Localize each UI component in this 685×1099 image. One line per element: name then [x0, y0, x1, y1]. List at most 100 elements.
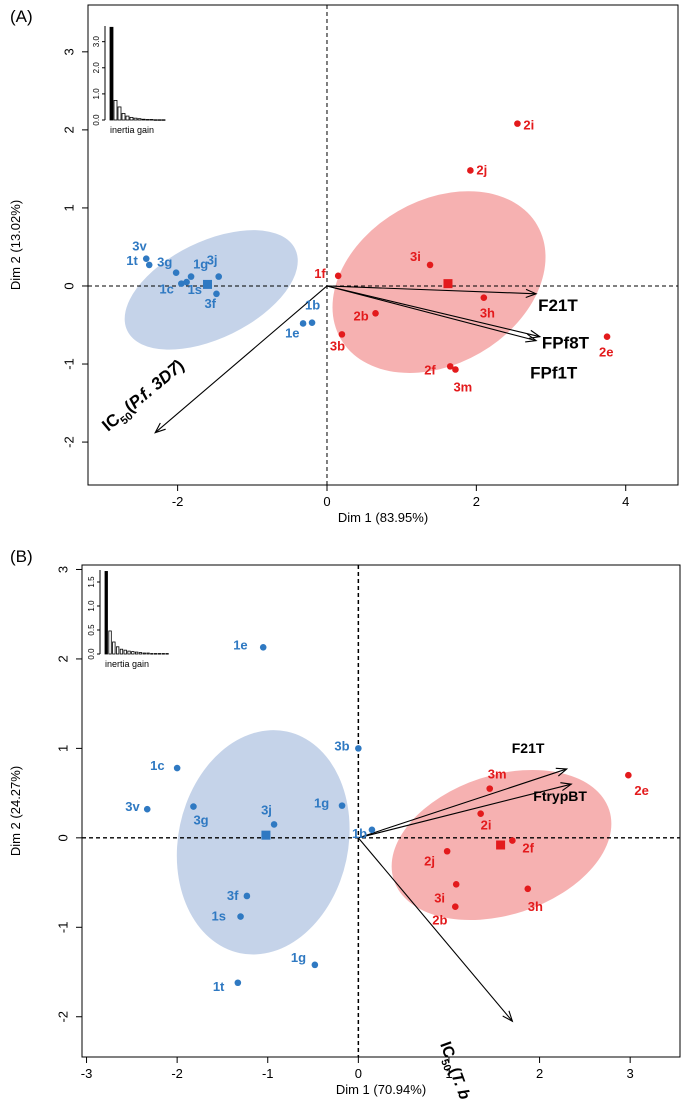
point-label: 3g: [193, 813, 208, 828]
point-label: 3m: [488, 767, 507, 782]
data-point: [146, 262, 153, 269]
inset-bar: [147, 653, 150, 654]
point-label: 2f: [424, 362, 436, 377]
y-tick-label: 3: [61, 48, 76, 55]
inset-bar: [135, 652, 138, 654]
inset-bar: [120, 649, 123, 654]
point-label: 2e: [634, 783, 648, 798]
data-point: [369, 826, 376, 833]
ic50-organism: T. b.b.: [447, 1070, 479, 1099]
point-label: 1b: [305, 298, 320, 313]
data-point: [260, 644, 267, 651]
point-label: 3f: [227, 888, 239, 903]
y-tick-label: -2: [55, 1011, 70, 1023]
panel-label: (A): [10, 7, 33, 26]
y-tick-label: 0: [55, 834, 70, 841]
vector-label: F21T: [512, 740, 545, 756]
point-label: 3g: [157, 255, 172, 270]
vector-label: F21T: [538, 296, 578, 315]
inertia-gain-inset: 0.00.51.01.5inertia gain: [87, 570, 168, 669]
x-tick-label: -1: [262, 1066, 274, 1081]
point-label: 1t: [213, 979, 225, 994]
point-label: 3v: [125, 799, 140, 814]
inertia-gain-inset: 0.0 1.0 2.0 3.0 inertia gain: [92, 26, 165, 135]
x-tick-label: -3: [81, 1066, 93, 1081]
data-point: [452, 903, 459, 910]
inset-bar: [158, 654, 161, 655]
point-label: 3h: [480, 306, 495, 321]
inset-bar: [150, 119, 153, 120]
group-centroid: [203, 280, 212, 289]
point-label: 2f: [522, 841, 534, 856]
inset-tick-label: 3.0: [92, 36, 101, 48]
point-label: 3i: [434, 890, 445, 905]
point-label: 1g: [291, 950, 306, 965]
inset-tick-label: 0.0: [87, 648, 96, 660]
point-label: 3v: [132, 239, 147, 254]
x-tick-label: 3: [627, 1066, 634, 1081]
x-tick-label: 2: [473, 494, 480, 509]
panel-label: (B): [10, 547, 33, 566]
inset-bar: [162, 120, 165, 121]
point-label: 1b: [352, 826, 367, 841]
inset-bar: [143, 653, 146, 654]
data-point: [271, 821, 278, 828]
y-tick-label: -1: [61, 358, 76, 370]
data-point: [467, 167, 474, 174]
point-label: 1c: [150, 758, 164, 773]
y-tick-label: 0: [61, 282, 76, 289]
data-point: [339, 331, 346, 338]
data-point: [444, 848, 451, 855]
y-axis-label: Dim 2 (24.27%): [8, 766, 23, 856]
data-point: [452, 366, 459, 373]
data-point: [312, 962, 319, 969]
y-tick-label: 1: [55, 745, 70, 752]
point-label: 1e: [233, 637, 247, 652]
inset-bar: [134, 118, 137, 120]
data-point: [144, 806, 151, 813]
data-point: [355, 745, 362, 752]
inset-bar: [124, 650, 127, 654]
point-label: 3j: [207, 253, 218, 268]
inset-bar: [138, 119, 141, 120]
inset-bar: [122, 113, 125, 120]
y-tick-label: -2: [61, 436, 76, 448]
inset-tick-label: 1.5: [87, 576, 96, 588]
inset-bar: [116, 647, 119, 654]
point-label: 2e: [599, 345, 613, 360]
inset-bar: [146, 119, 149, 120]
point-label: 3f: [204, 296, 216, 311]
y-tick-label: 2: [61, 126, 76, 133]
group-centroid: [261, 831, 270, 840]
x-axis-label: Dim 1 (83.95%): [338, 510, 428, 525]
point-label: 2j: [476, 162, 487, 177]
point-label: 2j: [424, 853, 435, 868]
ic50-organism: P.f. 3D7: [125, 358, 184, 412]
point-label: 1s: [212, 909, 226, 924]
point-label: 3m: [453, 379, 472, 394]
x-tick-label: 0: [355, 1066, 362, 1081]
point-label: 1t: [126, 253, 138, 268]
group-centroid: [496, 840, 505, 849]
vector-label: FPf1T: [530, 364, 578, 383]
data-point: [237, 913, 244, 920]
data-point: [339, 802, 346, 809]
point-label: 3h: [528, 899, 543, 914]
point-label: 2i: [523, 118, 534, 133]
point-label: 2b: [354, 308, 369, 323]
inset-bar: [132, 652, 135, 654]
data-point: [174, 765, 181, 772]
y-axis-label: Dim 2 (13.02%): [8, 200, 23, 290]
panel-b: (B) -3 -2 -1 0 1 2 3 -2 -1 0 1 2 3 Dim 1 (70.94%) Dim 2…: [8, 547, 680, 1099]
point-label: 2b: [432, 913, 447, 928]
data-point: [486, 785, 493, 792]
data-point: [372, 310, 379, 317]
inset-bar: [142, 119, 145, 120]
point-label: 2i: [481, 818, 492, 833]
inset-bar: [118, 107, 121, 120]
inset-bar: [126, 116, 129, 120]
point-label: 1e: [285, 325, 299, 340]
point-label: 1g: [314, 796, 329, 811]
data-point: [188, 273, 195, 280]
